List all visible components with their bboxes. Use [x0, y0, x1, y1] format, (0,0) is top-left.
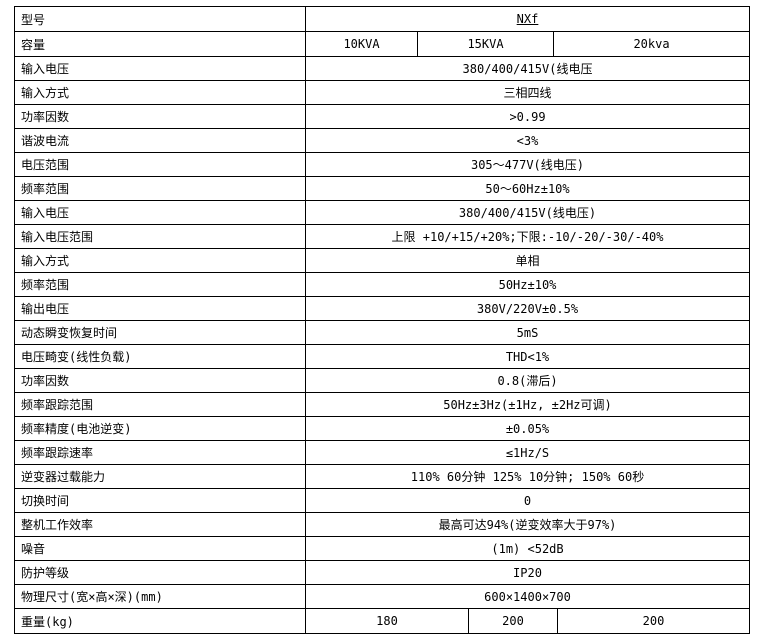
spec-label: 输入方式 — [15, 249, 306, 272]
spec-value: IP20 — [513, 565, 542, 580]
spec-value: 110% 60分钟 125% 10分钟; 150% 60秒 — [410, 470, 645, 484]
spec-label: 功率因数 — [15, 105, 306, 128]
spec-value: 380/400/415V(线电压 — [462, 62, 593, 76]
table-row-dimensions: 物理尺寸(宽×高×深)(mm) 600×1400×700 — [15, 585, 749, 609]
spec-label: 输入电压 — [15, 57, 306, 80]
table-row-frequency-range: 频率范围 50～60Hz±10% — [15, 177, 749, 201]
table-row-frequency-range-2: 频率范围 50Hz±10% — [15, 273, 749, 297]
spec-label: 频率跟踪速率 — [15, 441, 306, 464]
spec-value: 0 — [523, 493, 532, 508]
spec-value: 50Hz±10% — [498, 277, 557, 292]
spec-label: 防护等级 — [15, 561, 306, 584]
table-row-transfer-time: 切换时间 0 — [15, 489, 749, 513]
table-row-capacity: 容量 10KVA 15KVA 20kva — [15, 32, 749, 57]
spec-value: 50Hz±3Hz(±1Hz, ±2Hz可调) — [443, 398, 612, 412]
capacity-cell-10kva: 10KVA — [306, 32, 418, 56]
spec-value: 5mS — [516, 325, 539, 340]
spec-label: 电压畸变(线性负载) — [15, 345, 306, 368]
table-row-voltage-distortion: 电压畸变(线性负载) THD<1% — [15, 345, 749, 369]
spec-value: 三相四线 — [503, 86, 552, 100]
spec-value: 380V/220V±0.5% — [476, 301, 579, 316]
table-row-freq-accuracy: 频率精度(电池逆变) ±0.05% — [15, 417, 749, 441]
spec-label: 功率因数 — [15, 369, 306, 392]
spec-value: ≤1Hz/S — [505, 445, 550, 460]
table-row-input-voltage: 输入电压 380/400/415V(线电压 — [15, 57, 749, 81]
table-row-power-factor: 功率因数 >0.99 — [15, 105, 749, 129]
spec-value-model: NXf — [516, 12, 539, 26]
spec-value: 上限 +10/+15/+20%;下限:-10/-20/-30/-40% — [391, 230, 664, 244]
capacity-cell-20kva: 20kva — [633, 37, 670, 51]
spec-value: >0.99 — [509, 109, 546, 124]
weight-cell-15kva: 200 — [469, 609, 558, 633]
table-row-harmonic-current: 谐波电流 <3% — [15, 129, 749, 153]
spec-value: <3% — [516, 133, 539, 148]
table-row-model: 型号 NXf — [15, 7, 749, 32]
spec-label: 整机工作效率 — [15, 513, 306, 536]
table-row-freq-slew-rate: 频率跟踪速率 ≤1Hz/S — [15, 441, 749, 465]
spec-label: 频率范围 — [15, 177, 306, 200]
table-row-input-voltage-range: 输入电压范围 上限 +10/+15/+20%;下限:-10/-20/-30/-4… — [15, 225, 749, 249]
table-row-inverter-overload: 逆变器过载能力 110% 60分钟 125% 10分钟; 150% 60秒 — [15, 465, 749, 489]
spec-label: 谐波电流 — [15, 129, 306, 152]
table-row-noise: 噪音 (1m) <52dB — [15, 537, 749, 561]
spec-label: 动态瞬变恢复时间 — [15, 321, 306, 344]
spec-label-weight: 重量(kg) — [15, 609, 306, 633]
table-row-voltage-range: 电压范围 305～477V(线电压) — [15, 153, 749, 177]
ups-spec-table: 型号 NXf 容量 10KVA 15KVA 20kva 输入电压 380/400… — [14, 6, 750, 634]
weight-cell-20kva: 200 — [642, 614, 665, 628]
spec-label: 频率跟踪范围 — [15, 393, 306, 416]
spec-label: 电压范围 — [15, 153, 306, 176]
spec-value: THD<1% — [505, 349, 550, 364]
spec-label: 输入方式 — [15, 81, 306, 104]
table-row-efficiency: 整机工作效率 最高可达94%(逆变效率大于97%) — [15, 513, 749, 537]
table-row-input-mode: 输入方式 三相四线 — [15, 81, 749, 105]
spec-label: 切换时间 — [15, 489, 306, 512]
spec-value: (1m) <52dB — [491, 541, 564, 556]
spec-label: 逆变器过载能力 — [15, 465, 306, 488]
spec-label: 输入电压范围 — [15, 225, 306, 248]
spec-label: 输入电压 — [15, 201, 306, 224]
capacity-cell-15kva: 15KVA — [418, 32, 554, 56]
table-row-transient-recovery: 动态瞬变恢复时间 5mS — [15, 321, 749, 345]
spec-value: 0.8(滞后) — [497, 374, 558, 388]
spec-label: 输出电压 — [15, 297, 306, 320]
spec-value: 最高可达94%(逆变效率大于97%) — [438, 518, 617, 532]
table-row-input-voltage-2: 输入电压 380/400/415V(线电压) — [15, 201, 749, 225]
weight-cell-10kva: 180 — [306, 609, 469, 633]
spec-value: 305～477V(线电压) — [470, 158, 585, 172]
spec-label-model: 型号 — [15, 7, 306, 31]
spec-value: 50～60Hz±10% — [485, 182, 570, 196]
table-row-input-mode-2: 输入方式 单相 — [15, 249, 749, 273]
table-row-weight: 重量(kg) 180 200 200 — [15, 609, 749, 633]
table-row-output-voltage: 输出电压 380V/220V±0.5% — [15, 297, 749, 321]
spec-value: ±0.05% — [505, 421, 550, 436]
spec-label: 频率精度(电池逆变) — [15, 417, 306, 440]
spec-label-capacity: 容量 — [15, 32, 306, 56]
table-row-freq-tracking-range: 频率跟踪范围 50Hz±3Hz(±1Hz, ±2Hz可调) — [15, 393, 749, 417]
spec-label: 物理尺寸(宽×高×深)(mm) — [15, 585, 306, 608]
spec-label: 噪音 — [15, 537, 306, 560]
spec-value: 600×1400×700 — [484, 589, 571, 604]
spec-label: 频率范围 — [15, 273, 306, 296]
spec-value: 单相 — [515, 254, 540, 268]
spec-value: 380/400/415V(线电压) — [458, 206, 597, 220]
table-row-protection-grade: 防护等级 IP20 — [15, 561, 749, 585]
table-row-power-factor-out: 功率因数 0.8(滞后) — [15, 369, 749, 393]
